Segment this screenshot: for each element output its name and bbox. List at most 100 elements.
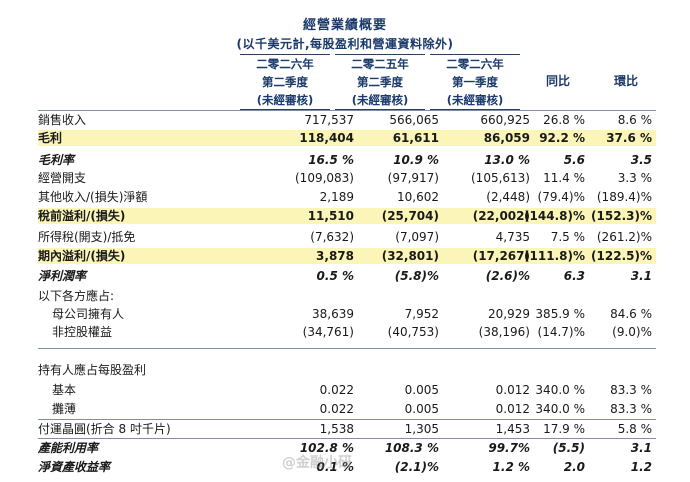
- cell-yoy: (111.8)%: [524, 249, 585, 263]
- cell-qoq: 5.8 %: [617, 422, 652, 436]
- cell-2026q1: (105,613): [471, 171, 530, 185]
- cell-qoq: 3.3 %: [617, 171, 652, 185]
- shipments-divider: [38, 438, 656, 439]
- column-header-quarter: 第一季度: [452, 75, 498, 89]
- cell-2026q2: 3,878: [316, 249, 354, 263]
- cell-2026q2: 0.1 %: [316, 460, 354, 474]
- row-label: 淨資產收益率: [38, 460, 111, 474]
- table-row-net-margin: 淨利潤率 0.5 % (5.8)% (2.6)% 6.3 3.1: [38, 268, 656, 284]
- cell-qoq: 83.3 %: [610, 402, 652, 416]
- cell-2025q2: (32,801): [381, 249, 439, 263]
- row-label: 所得稅(開支)/抵免: [38, 230, 136, 244]
- table-row-profit-before-tax: 稅前溢利/(損失) 11,510 (25,704) (22,002) (144.…: [38, 208, 656, 224]
- cell-yoy: 385.9 %: [535, 307, 585, 321]
- cell-2025q2: 7,952: [404, 307, 439, 321]
- cell-qoq: 3.1: [630, 269, 652, 283]
- cell-2025q2: (5.8)%: [394, 269, 439, 283]
- cell-qoq: (189.4)%: [596, 190, 652, 204]
- column-header-quarter: 第二季度: [357, 75, 403, 89]
- cell-qoq: (122.5)%: [591, 249, 652, 263]
- table-row-income-tax: 所得稅(開支)/抵免 (7,632) (7,097) 4,735 7.5 % (…: [38, 229, 656, 245]
- cell-2025q2: 108.3 %: [384, 441, 439, 455]
- row-label: 其他收入/(損失)淨額: [38, 190, 148, 204]
- row-label: 攤薄: [52, 402, 77, 416]
- column-header-audit: (未經審核): [335, 91, 425, 110]
- cell-2026q2: 717,537: [304, 113, 354, 127]
- cell-2026q1: 660,925: [480, 113, 530, 127]
- cell-2026q1: 1,453: [495, 422, 530, 436]
- cell-2026q2: (34,761): [302, 325, 354, 339]
- cell-qoq: 3.1: [630, 441, 652, 455]
- table-row-owners-of-parent: 母公司擁有人 38,639 7,952 20,929 385.9 % 84.6 …: [38, 306, 656, 322]
- table-row-attributable-to: 以下各方應占:: [38, 288, 656, 304]
- cell-2026q2: 16.5 %: [308, 153, 354, 167]
- table-row-roe: 淨資產收益率 0.1 % (2.1)% 1.2 % 2.0 1.2: [38, 459, 656, 475]
- row-label: 基本: [52, 383, 77, 397]
- cell-2026q1: 0.012: [495, 383, 530, 397]
- column-header-2026q1: 二零二六年 第一季度 (未經審核): [430, 54, 520, 110]
- cell-2026q2: 11,510: [307, 209, 354, 223]
- cell-2025q2: 0.005: [404, 383, 439, 397]
- cell-2026q1: 99.7%: [488, 441, 530, 455]
- cell-2026q1: 4,735: [495, 230, 530, 244]
- column-header-quarter: 第二季度: [262, 75, 308, 89]
- row-label: 以下各方應占:: [38, 289, 115, 303]
- cell-yoy: 7.5 %: [550, 230, 585, 244]
- cell-2026q2: 2,189: [319, 190, 354, 204]
- column-header-qoq: 環比: [613, 74, 638, 88]
- cell-2026q1: 13.0 %: [484, 153, 530, 167]
- cell-2025q2: (40,753): [387, 325, 439, 339]
- table-row-non-controlling-interests: 非控股權益 (34,761) (40,753) (38,196) (14.7)%…: [38, 324, 656, 340]
- cell-2026q2: 0.022: [319, 402, 354, 416]
- row-label: 產能利用率: [38, 441, 99, 455]
- cell-yoy: 11.4 %: [543, 171, 585, 185]
- cell-qoq: 84.6 %: [610, 307, 652, 321]
- cell-2026q1: (17,267): [472, 249, 530, 263]
- cell-2026q1: (2,448): [486, 190, 530, 204]
- cell-qoq: (261.2)%: [596, 230, 652, 244]
- row-label: 稅前溢利/(損失): [38, 209, 126, 223]
- table-row-eps-heading: 持有人應占每股盈利: [38, 362, 656, 378]
- column-header-yoy: 同比: [545, 74, 570, 88]
- cell-2026q2: 118,404: [299, 131, 354, 145]
- cell-2025q2: 566,065: [389, 113, 439, 127]
- cell-2025q2: 0.005: [404, 402, 439, 416]
- cell-qoq: (9.0)%: [612, 325, 652, 339]
- column-header-audit: (未經審核): [240, 91, 330, 110]
- cell-2026q2: 0.5 %: [316, 269, 354, 283]
- column-header-2025q2: 二零二五年 第二季度 (未經審核): [335, 54, 425, 110]
- cell-yoy: 340.0 %: [535, 402, 585, 416]
- cell-yoy: 2.0: [563, 460, 585, 474]
- cell-yoy: (79.4)%: [537, 190, 585, 204]
- column-header-year: 二零二六年: [240, 54, 330, 73]
- cell-2026q2: 0.022: [319, 383, 354, 397]
- cell-2026q2: 38,639: [312, 307, 354, 321]
- cell-yoy: 26.8 %: [543, 113, 585, 127]
- cell-2026q2: 102.8 %: [299, 441, 354, 455]
- cell-2026q1: 1.2 %: [492, 460, 530, 474]
- cell-qoq: 37.6 %: [606, 131, 652, 145]
- row-label: 期內溢利/(損失): [38, 249, 126, 263]
- table-row-eps-diluted: 攤薄 0.022 0.005 0.012 340.0 % 83.3 %: [38, 401, 656, 417]
- cell-2025q2: (7,097): [395, 230, 439, 244]
- eps-divider: [38, 419, 656, 420]
- cell-yoy: (144.8)%: [524, 209, 585, 223]
- cell-qoq: 3.5: [630, 153, 652, 167]
- page-subtitle: (以千美元計,每股盈利和營運資料除外): [236, 37, 454, 51]
- cell-qoq: (152.3)%: [591, 209, 652, 223]
- row-label: 淨利潤率: [38, 269, 87, 283]
- cell-2025q2: 61,611: [392, 131, 439, 145]
- table-row-revenue: 銷售收入 717,537 566,065 660,925 26.8 % 8.6 …: [38, 112, 656, 128]
- cell-2025q2: 1,305: [404, 422, 439, 436]
- row-label: 非控股權益: [52, 325, 113, 339]
- cell-yoy: 5.6: [563, 153, 585, 167]
- cell-yoy: 17.9 %: [543, 422, 585, 436]
- section-divider: [38, 348, 656, 349]
- row-label: 付運晶圓(折合 8 吋千片): [38, 422, 171, 436]
- cell-yoy: 6.3: [563, 269, 585, 283]
- column-header-year: 二零二五年: [335, 54, 425, 73]
- row-label: 銷售收入: [38, 113, 87, 127]
- row-label: 經營開支: [38, 171, 87, 185]
- cell-2026q2: 1,538: [319, 422, 354, 436]
- table-row-eps-basic: 基本 0.022 0.005 0.012 340.0 % 83.3 %: [38, 382, 656, 398]
